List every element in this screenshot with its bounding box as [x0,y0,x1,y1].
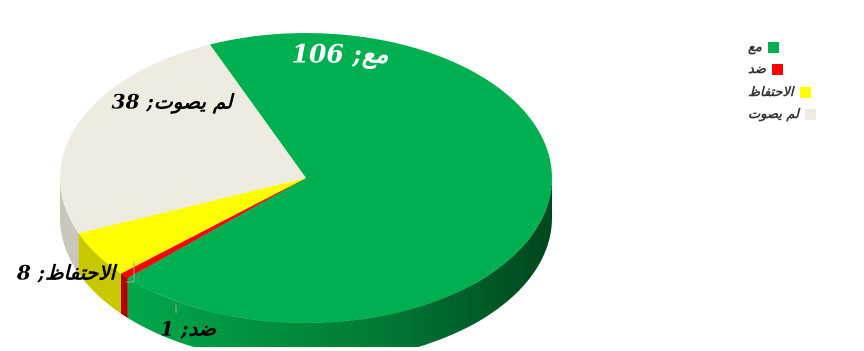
data-label: ضد; 1 [160,317,217,341]
pie-slice [59,44,306,234]
pie-slice-side [121,273,128,318]
legend-swatch [799,86,811,98]
data-label: مع; 106 [292,40,389,70]
legend-item: لم يصوت [748,104,821,127]
legend-label: مع [748,39,762,55]
data-label: لم يصوت; 38 [112,90,236,115]
pie-tops [59,32,552,323]
data-labels: مع; 106 ضد; 1 الاحتفاظ; 8 لم يصوت; 38 [16,40,389,341]
pie-slice-side [127,178,552,351]
legend-label: لم يصوت [748,107,799,123]
pie-sides [60,178,552,351]
pie-slice [121,178,306,278]
legend-swatch [771,64,783,76]
legend-item: مع [748,36,821,59]
legend-label: الاحتفاظ [748,84,794,100]
legend-swatch [804,109,816,121]
legend-label: ضد [748,62,766,78]
pie-slice-side [78,233,122,314]
legend-swatch [767,41,779,53]
legend-item: ضد [748,59,821,82]
legend: مع ضد الاحتفاظ لم يصوت [748,36,821,126]
pie-slice [78,178,306,274]
pie-slice-side [60,178,79,274]
leader-line [126,262,135,283]
data-label: الاحتفاظ; 8 [16,261,118,285]
leader-lines [126,262,177,313]
pie-slice [127,32,552,323]
legend-item: الاحتفاظ [748,81,821,104]
